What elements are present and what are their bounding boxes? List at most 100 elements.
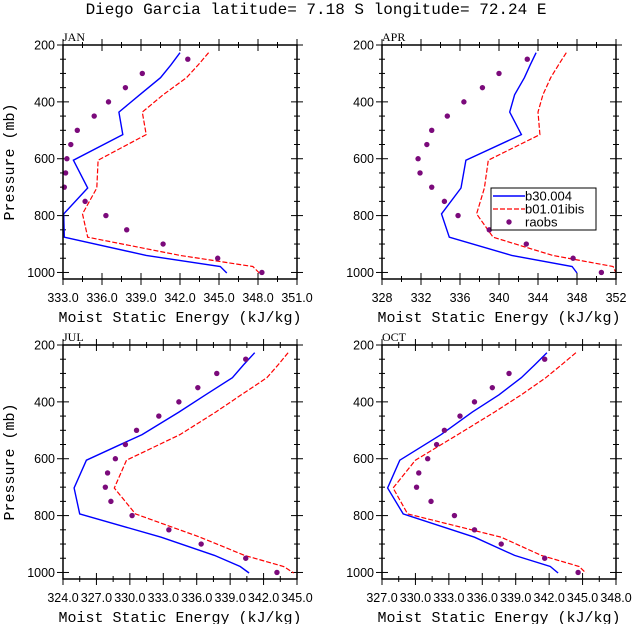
raobs-point [428, 498, 434, 505]
y-tick-label: 200 [34, 339, 55, 353]
raobs-point [214, 370, 220, 377]
series-b30-004-line [73, 352, 256, 574]
series-b01-01ibis-line [392, 352, 587, 574]
y-tick-label: 600 [34, 452, 55, 466]
x-tick-label: 348.0 [600, 591, 631, 605]
raobs-point [496, 70, 502, 77]
x-tick-label: 333.0 [148, 591, 179, 605]
raobs-point [461, 99, 467, 105]
raobs-point [160, 241, 166, 247]
plot-frame [62, 44, 298, 280]
raobs-point [451, 512, 458, 519]
x-tick-label: 339.0 [215, 591, 246, 605]
x-tick-label: 339.0 [125, 291, 156, 305]
x-tick-label: 336.0 [181, 591, 212, 605]
raobs-point [417, 170, 423, 176]
y-tick-label: 400 [34, 95, 55, 109]
series-b01-01ibis-line [81, 52, 260, 274]
x-tick-label: 348 [567, 291, 588, 305]
panel-label: JUL [63, 330, 84, 344]
x-tick-label: 344 [528, 291, 549, 305]
legend-label: b01.01ibis [525, 202, 585, 217]
raobs-point [195, 384, 201, 391]
raobs-point [82, 198, 88, 205]
y-tick-label: 600 [353, 452, 374, 466]
y-axis-title: Pressure (mb) [2, 103, 19, 220]
x-tick-label: 345.0 [281, 591, 312, 605]
raobs-point [102, 484, 109, 490]
raobs-point [429, 184, 435, 190]
raobs-point [433, 441, 440, 448]
raobs-point [471, 527, 478, 533]
y-tick-label: 200 [353, 39, 374, 53]
raobs-point [424, 141, 430, 148]
raobs-point [185, 56, 191, 62]
raobs-point [198, 541, 204, 547]
raobs-point [105, 99, 112, 105]
raobs-point [444, 113, 451, 119]
legend-raobs-marker [506, 219, 512, 225]
y-tick-label: 800 [34, 209, 55, 223]
raobs-point [176, 399, 182, 405]
panel-label: JAN [63, 30, 85, 44]
y-tick-label: 800 [353, 509, 374, 523]
y-tick-label: 400 [353, 395, 374, 409]
raobs-point [489, 384, 496, 391]
panel-apr: APR 200 400 600 800 1000 328 332 336 340 344 348 352… [346, 30, 626, 327]
raobs-point [523, 241, 529, 247]
panel-jan: JAN 200 400 600 800 1000 333.0 336.0 339.0 342.0 3… [2, 30, 313, 327]
raobs-point [457, 413, 463, 419]
x-tick-label: 345.0 [567, 591, 598, 605]
x-tick-label: 339.0 [500, 591, 531, 605]
x-tick-label: 328 [372, 291, 393, 305]
raobs-point [74, 127, 81, 133]
y-tick-label: 800 [353, 209, 374, 223]
raobs-point [416, 470, 422, 476]
series-b30-004-line [386, 352, 559, 574]
x-tick-label: 332 [411, 291, 432, 305]
legend-label: raobs [525, 215, 558, 230]
raobs-point [498, 541, 504, 547]
x-tick-label: 333.0 [433, 591, 464, 605]
raobs-point [479, 84, 486, 91]
x-axis-title: Moist Static Energy (kJ/kg) [377, 610, 620, 624]
figure-title: Diego Garcia latitude= 7.18 S longitude=… [86, 1, 547, 19]
raobs-point [541, 555, 548, 561]
raobs-point [108, 498, 114, 505]
raobs-point [413, 484, 420, 490]
raobs-point [62, 170, 69, 176]
raobs-point [274, 569, 280, 576]
x-tick-label: 351.0 [281, 291, 312, 305]
legend-label: b30.004 [525, 189, 572, 204]
x-tick-label: 330.0 [400, 591, 431, 605]
panel-label: APR [382, 30, 405, 44]
x-tick-label: 336 [450, 291, 471, 305]
raobs-point [124, 227, 130, 233]
raobs-point [64, 156, 70, 162]
series-b30-004-line [440, 52, 578, 274]
raobs-point [575, 569, 581, 576]
y-tick-label: 1000 [346, 266, 374, 280]
raobs-point [68, 141, 74, 148]
raobs-point [166, 527, 172, 533]
x-tick-label: 336.0 [86, 291, 117, 305]
series-b30-004-line [62, 52, 228, 274]
raobs-point [541, 356, 548, 362]
x-tick-label: 352 [606, 291, 627, 305]
raobs-point [598, 269, 605, 276]
x-tick-label: 345.0 [203, 291, 234, 305]
raobs-point [129, 512, 135, 519]
x-tick-label: 342.0 [164, 291, 195, 305]
raobs-point [424, 456, 431, 462]
x-axis-title: Moist Static Energy (kJ/kg) [377, 310, 620, 327]
raobs-point [122, 441, 129, 448]
y-tick-label: 600 [353, 152, 374, 166]
y-tick-label: 1000 [27, 266, 55, 280]
y-tick-label: 600 [34, 152, 55, 166]
x-tick-label: 340 [489, 291, 510, 305]
x-tick-label: 342.0 [534, 591, 565, 605]
